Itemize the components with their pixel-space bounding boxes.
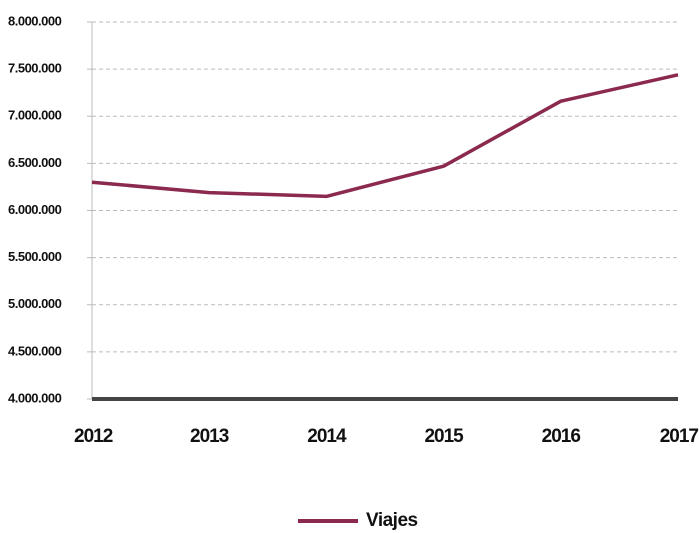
y-tick-label: 8.000.000 xyxy=(8,13,62,28)
y-tick-label: 5.000.000 xyxy=(8,296,62,311)
y-tick-label: 7.000.000 xyxy=(8,108,62,123)
y-tick-label: 5.500.000 xyxy=(8,249,62,264)
x-tick-label: 2012 xyxy=(74,426,113,447)
data-line xyxy=(91,73,679,199)
y-tick-label: 6.500.000 xyxy=(8,155,62,170)
x-tick-label: 2016 xyxy=(542,426,581,447)
x-tick-label: 2017 xyxy=(660,426,699,447)
y-tick-label: 6.000.000 xyxy=(8,202,62,217)
legend-label: Viajes xyxy=(366,510,418,531)
y-tick-label: 4.000.000 xyxy=(8,390,62,405)
y-tick-label: 7.500.000 xyxy=(8,61,62,76)
y-tick-label: 4.500.000 xyxy=(8,343,62,358)
x-tick-label: 2014 xyxy=(307,426,347,447)
x-tick-label: 2013 xyxy=(190,426,229,447)
x-tick-label: 2015 xyxy=(424,426,464,447)
